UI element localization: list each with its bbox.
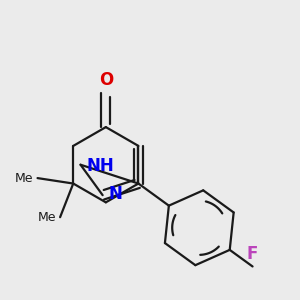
Text: N: N xyxy=(109,185,122,203)
Text: Me: Me xyxy=(38,211,56,224)
Text: NH: NH xyxy=(86,158,114,175)
Text: Me: Me xyxy=(15,172,34,184)
Text: F: F xyxy=(247,244,258,262)
Text: O: O xyxy=(99,71,113,89)
